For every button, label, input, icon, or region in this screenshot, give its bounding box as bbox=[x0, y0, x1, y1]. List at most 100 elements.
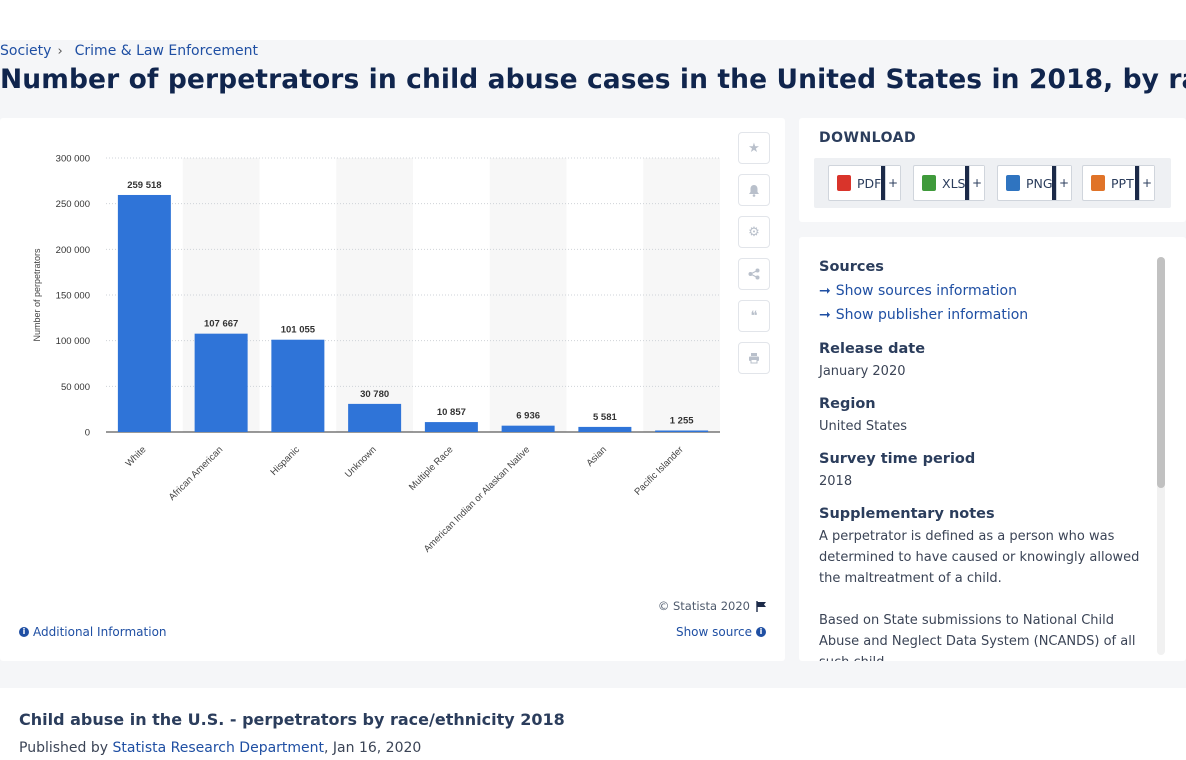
download-title: DOWNLOAD bbox=[819, 130, 917, 146]
y-tick-label: 50 000 bbox=[61, 382, 90, 393]
png-file-icon bbox=[1006, 175, 1020, 191]
data-label: 1 255 bbox=[670, 416, 694, 427]
show-sources-label: Show sources information bbox=[835, 283, 1017, 299]
bar bbox=[655, 430, 709, 432]
star-icon[interactable]: ★ bbox=[738, 132, 770, 164]
sources-section: Sources ➞ Show sources information ➞ Show … bbox=[819, 259, 1149, 327]
download-card: DOWNLOAD PDF + XLS + PNG + PPT + bbox=[799, 118, 1186, 222]
data-label: 10 857 bbox=[437, 407, 466, 418]
published-by: Published by Statista Research Departmen… bbox=[19, 740, 421, 756]
survey-period-heading: Survey time period bbox=[819, 451, 976, 467]
y-tick-label: 0 bbox=[85, 428, 90, 439]
release-date-value: January 2020 bbox=[819, 364, 906, 379]
statistic-info-card: Sources ➞ Show sources information ➞ Show … bbox=[799, 237, 1186, 661]
supplementary-notes-section: Supplementary notes A perpetrator is def… bbox=[819, 506, 1149, 661]
region-value: United States bbox=[819, 419, 908, 434]
region-heading: Region bbox=[819, 396, 876, 412]
show-source-link[interactable]: Show source i bbox=[676, 625, 766, 639]
statistic-summary: Child abuse in the U.S. - perpetrators b… bbox=[0, 688, 1186, 760]
breadcrumb-separator: › bbox=[57, 43, 63, 59]
y-tick-label: 100 000 bbox=[56, 336, 90, 347]
x-tick-label: Asian bbox=[584, 444, 609, 469]
quote-icon[interactable]: ❝ bbox=[738, 300, 770, 332]
region-section: Region United States bbox=[819, 396, 1149, 437]
print-icon[interactable] bbox=[738, 342, 770, 374]
arrow-right-icon: ➞ bbox=[819, 307, 831, 323]
scrollbar-thumb[interactable] bbox=[1157, 257, 1165, 488]
download-ppt-label: PPT bbox=[1111, 175, 1134, 191]
chart-toolbar: ★ ⚙ ❝ bbox=[738, 132, 772, 384]
download-xls-label: XLS bbox=[942, 175, 966, 191]
x-tick-label: Pacific Islander bbox=[632, 444, 685, 497]
data-label: 6 936 bbox=[516, 411, 540, 422]
bar bbox=[501, 425, 555, 432]
download-xls-button[interactable]: XLS + bbox=[913, 165, 985, 201]
bar bbox=[424, 422, 478, 432]
y-tick-label: 200 000 bbox=[56, 245, 90, 256]
y-axis-label: Number of perpetrators bbox=[32, 248, 42, 342]
chart-card: 0 50 000 100 000 150 000 200 000 250 000 300 0… bbox=[0, 118, 785, 661]
copyright-text: © Statista 2020 bbox=[657, 599, 750, 613]
additional-information-link[interactable]: i Additional Information bbox=[19, 625, 167, 639]
show-sources-link[interactable]: ➞ Show sources information bbox=[819, 279, 1149, 303]
publish-date: , Jan 16, 2020 bbox=[324, 740, 422, 756]
y-tick-label: 300 000 bbox=[56, 154, 90, 165]
share-icon[interactable] bbox=[738, 258, 770, 290]
copyright-note: © Statista 2020 bbox=[658, 599, 767, 613]
show-source-label: Show source bbox=[675, 625, 752, 639]
release-date-heading: Release date bbox=[819, 341, 926, 357]
download-pdf-label: PDF bbox=[857, 175, 882, 191]
top-navigation-band bbox=[0, 0, 1186, 40]
supplementary-note-1: A perpetrator is defined as a person who… bbox=[819, 529, 1140, 586]
sources-heading: Sources bbox=[819, 259, 884, 275]
page-title: Number of perpetrators in child abuse ca… bbox=[0, 64, 1186, 95]
info-icon: i bbox=[756, 627, 766, 637]
release-date-section: Release date January 2020 bbox=[819, 341, 1149, 382]
download-pdf-button[interactable]: PDF + bbox=[828, 165, 901, 201]
bar bbox=[578, 426, 632, 432]
breadcrumb-society[interactable]: Society bbox=[0, 43, 52, 59]
breadcrumb: Society › Crime & Law Enforcement bbox=[0, 43, 258, 59]
published-by-label: Published by bbox=[19, 740, 109, 756]
column-band bbox=[489, 158, 567, 432]
flag-icon[interactable] bbox=[756, 600, 767, 612]
png-plus-icon: + bbox=[1056, 166, 1071, 200]
survey-period-value: 2018 bbox=[819, 474, 853, 489]
column-band bbox=[643, 158, 720, 432]
survey-period-section: Survey time period 2018 bbox=[819, 451, 1149, 492]
supplementary-notes-heading: Supplementary notes bbox=[819, 506, 995, 522]
info-icon: i bbox=[19, 627, 29, 637]
x-tick-label: White bbox=[124, 444, 149, 469]
ppt-file-icon bbox=[1091, 175, 1105, 191]
bell-icon[interactable] bbox=[738, 174, 770, 206]
x-tick-label: African American bbox=[167, 444, 226, 503]
additional-information-label: Additional Information bbox=[33, 625, 167, 639]
bar bbox=[271, 339, 325, 432]
download-png-button[interactable]: PNG + bbox=[997, 165, 1072, 201]
x-tick-label: Hispanic bbox=[268, 444, 302, 478]
download-ppt-button[interactable]: PPT + bbox=[1082, 165, 1155, 201]
pdf-file-icon bbox=[837, 175, 851, 191]
statistic-info-content: Sources ➞ Show sources information ➞ Show … bbox=[819, 259, 1149, 661]
xls-file-icon bbox=[922, 175, 936, 191]
data-label: 30 780 bbox=[360, 389, 389, 400]
breadcrumb-crime-law[interactable]: Crime & Law Enforcement bbox=[74, 43, 258, 59]
bar bbox=[117, 194, 171, 432]
data-label: 107 667 bbox=[204, 319, 238, 330]
gear-icon[interactable]: ⚙ bbox=[738, 216, 770, 248]
xls-plus-icon: + bbox=[969, 166, 984, 200]
show-publisher-label: Show publisher information bbox=[835, 307, 1029, 323]
bar bbox=[348, 403, 402, 432]
x-tick-label: Multiple Race bbox=[407, 444, 455, 492]
data-label: 101 055 bbox=[281, 325, 316, 336]
ppt-plus-icon: + bbox=[1139, 166, 1154, 200]
y-tick-label: 150 000 bbox=[56, 291, 90, 302]
x-tick-label: Unknown bbox=[343, 444, 379, 480]
publisher-link[interactable]: Statista Research Department bbox=[112, 740, 325, 756]
download-png-label: PNG bbox=[1026, 175, 1053, 191]
data-label: 259 518 bbox=[127, 180, 161, 191]
download-buttons-row: PDF + XLS + PNG + PPT + bbox=[814, 158, 1171, 208]
show-publisher-link[interactable]: ➞ Show publisher information bbox=[819, 303, 1149, 327]
statistic-summary-title: Child abuse in the U.S. - perpetrators b… bbox=[19, 710, 565, 729]
bar bbox=[194, 333, 248, 432]
